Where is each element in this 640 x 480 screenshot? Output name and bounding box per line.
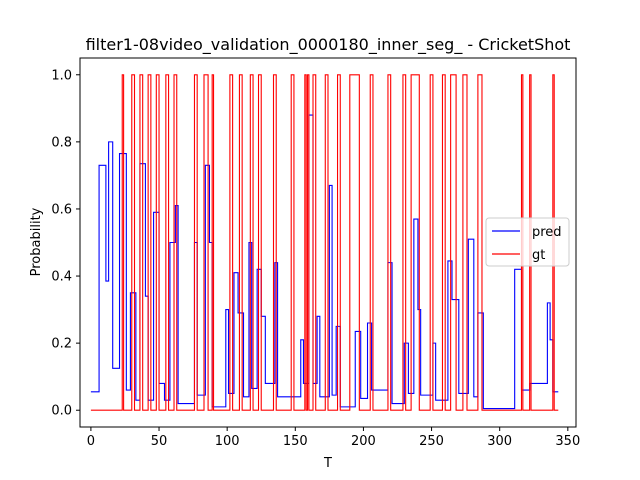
y-tick-label: 1.0 bbox=[51, 68, 72, 83]
series-layer bbox=[90, 74, 559, 411]
y-tick-label: 0.0 bbox=[51, 404, 72, 419]
legend-label-pred: pred bbox=[532, 225, 562, 240]
x-tick-label: 250 bbox=[419, 434, 444, 449]
y-axis: 0.0 0.2 0.4 0.6 0.8 1.0 bbox=[51, 68, 80, 419]
x-tick-label: 150 bbox=[283, 434, 308, 449]
chart-title: filter1-08video_validation_0000180_inner… bbox=[86, 35, 571, 55]
y-tick-label: 0.6 bbox=[51, 202, 72, 217]
x-tick-label: 200 bbox=[351, 434, 376, 449]
y-tick-label: 0.2 bbox=[51, 337, 72, 352]
y-tick-label: 0.4 bbox=[51, 270, 72, 285]
legend-label-gt: gt bbox=[532, 248, 545, 263]
x-axis: 0 50 100 150 200 250 300 350 bbox=[87, 427, 580, 449]
series-line-pred bbox=[90, 114, 559, 410]
series-line-gt bbox=[90, 74, 559, 411]
x-tick-label: 300 bbox=[487, 434, 512, 449]
legend: pred gt bbox=[485, 217, 570, 267]
x-tick-label: 100 bbox=[215, 434, 240, 449]
x-tick-label: 50 bbox=[151, 434, 168, 449]
y-axis-label: Probability bbox=[29, 207, 44, 276]
x-axis-label: T bbox=[323, 456, 332, 471]
x-tick-label: 0 bbox=[87, 434, 95, 449]
plot-border bbox=[79, 57, 577, 428]
y-tick-label: 0.8 bbox=[51, 135, 72, 150]
x-tick-label: 350 bbox=[555, 434, 580, 449]
